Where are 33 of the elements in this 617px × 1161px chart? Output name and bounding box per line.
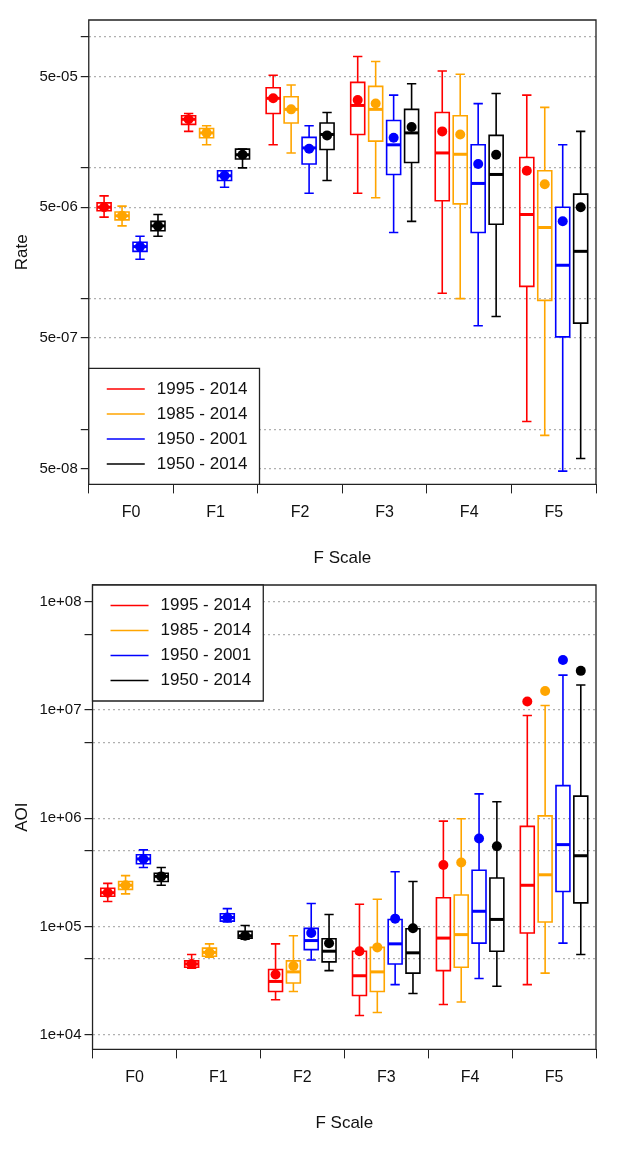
y-tick-label: 5e-08 (39, 458, 78, 476)
legend-label: 1950 - 2014 (160, 670, 252, 690)
x-tick-label: F0 (125, 1068, 144, 1086)
y-tick-label: 1e+07 (39, 700, 82, 718)
x-tick-label: F1 (206, 503, 226, 521)
x-tick-label: F3 (376, 1068, 396, 1086)
y-axis-title: Rate (11, 234, 31, 271)
y-tick-label: 1e+06 (39, 808, 82, 826)
legend-label: 1995 - 2014 (160, 595, 252, 615)
x-axis-title: F Scale (315, 1113, 374, 1133)
legend-label: 1985 - 2014 (160, 620, 252, 640)
x-tick-label: F4 (460, 1068, 480, 1086)
x-tick-label: F1 (209, 1068, 228, 1086)
y-tick-label: 5e-06 (39, 197, 78, 215)
x-tick-label: F0 (121, 503, 141, 521)
y-tick-label: 5e-05 (39, 66, 78, 84)
x-tick-label: F5 (544, 503, 564, 521)
legend-label: 1995 - 2014 (156, 378, 248, 398)
legend-label: 1950 - 2014 (156, 453, 248, 473)
legend-label: 1950 - 2001 (160, 645, 252, 665)
legend-label: 1985 - 2014 (156, 403, 248, 423)
legend-label: 1950 - 2001 (156, 428, 248, 448)
y-tick-label: 1e+05 (39, 916, 82, 934)
y-axis-title: AOI (11, 802, 31, 832)
y-tick-label: 1e+08 (39, 591, 82, 609)
x-tick-label: F4 (459, 503, 479, 521)
y-tick-label: 5e-07 (39, 328, 78, 346)
x-tick-label: F5 (544, 1068, 564, 1086)
x-tick-label: F2 (290, 503, 310, 521)
x-tick-label: F2 (292, 1068, 312, 1086)
y-tick-label: 1e+04 (39, 1024, 82, 1042)
x-tick-label: F3 (375, 503, 395, 521)
x-axis-title: F Scale (313, 548, 372, 568)
